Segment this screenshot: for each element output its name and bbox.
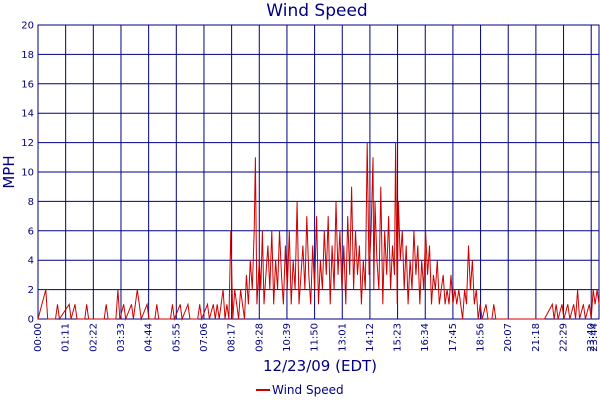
x-axis-label: 12/23/09 (EDT) — [263, 357, 377, 375]
x-tick-label: 22:29 — [559, 323, 570, 352]
y-tick-label: 2 — [28, 285, 34, 296]
x-tick-label: 01:11 — [61, 323, 72, 352]
x-tick-label: 20:07 — [503, 323, 514, 352]
x-tick-label: 23:44 — [589, 323, 600, 352]
x-tick-label: 17:45 — [448, 323, 459, 352]
x-tick-label: 16:34 — [420, 323, 431, 352]
x-tick-label: 04:44 — [144, 323, 155, 352]
y-axis-label: MPH — [0, 155, 18, 188]
x-tick-label: 14:12 — [365, 323, 376, 352]
y-tick-label: 20 — [21, 21, 34, 32]
x-tick-label: 00:00 — [33, 323, 44, 352]
y-tick-label: 16 — [21, 79, 34, 90]
x-tick-label: 10:39 — [282, 323, 293, 352]
x-tick-label: 09:28 — [254, 323, 265, 352]
x-tick-label: 08:17 — [227, 323, 238, 352]
y-tick-label: 4 — [28, 256, 34, 267]
plot-grid — [37, 24, 599, 320]
x-tick-label: 21:18 — [531, 323, 542, 352]
y-tick-label: 8 — [28, 197, 34, 208]
y-tick-label: 18 — [21, 50, 34, 61]
y-tick-label: 6 — [28, 226, 34, 237]
y-tick-label: 0 — [28, 315, 34, 326]
x-tick-label: 07:06 — [199, 323, 210, 352]
legend: Wind Speed — [256, 383, 344, 397]
plot-area-frame — [37, 24, 600, 320]
legend-label: Wind Speed — [272, 383, 344, 397]
x-tick-label: 03:33 — [116, 323, 127, 352]
y-tick-label: 10 — [21, 168, 34, 179]
x-tick-label: 11:50 — [310, 323, 321, 352]
y-tick-label: 14 — [21, 109, 34, 120]
x-tick-label: 18:56 — [476, 323, 487, 352]
x-tick-label: 23:40 — [586, 323, 597, 352]
x-tick-label: 15:23 — [393, 323, 404, 352]
x-tick-label: 13:01 — [337, 323, 348, 352]
x-axis-ticks: 00:00 01:11 02:22 03:33 04:44 05:55 07:06 08:17… — [33, 323, 600, 352]
chart-title: Wind Speed — [266, 1, 367, 21]
y-axis-ticks: 0 2 4 6 8 10 12 14 16 18 20 — [21, 21, 34, 326]
x-tick-label: 02:22 — [88, 323, 99, 352]
x-tick-label: 05:55 — [171, 323, 182, 352]
wind-speed-series-line — [37, 142, 600, 321]
y-tick-label: 12 — [21, 138, 34, 149]
